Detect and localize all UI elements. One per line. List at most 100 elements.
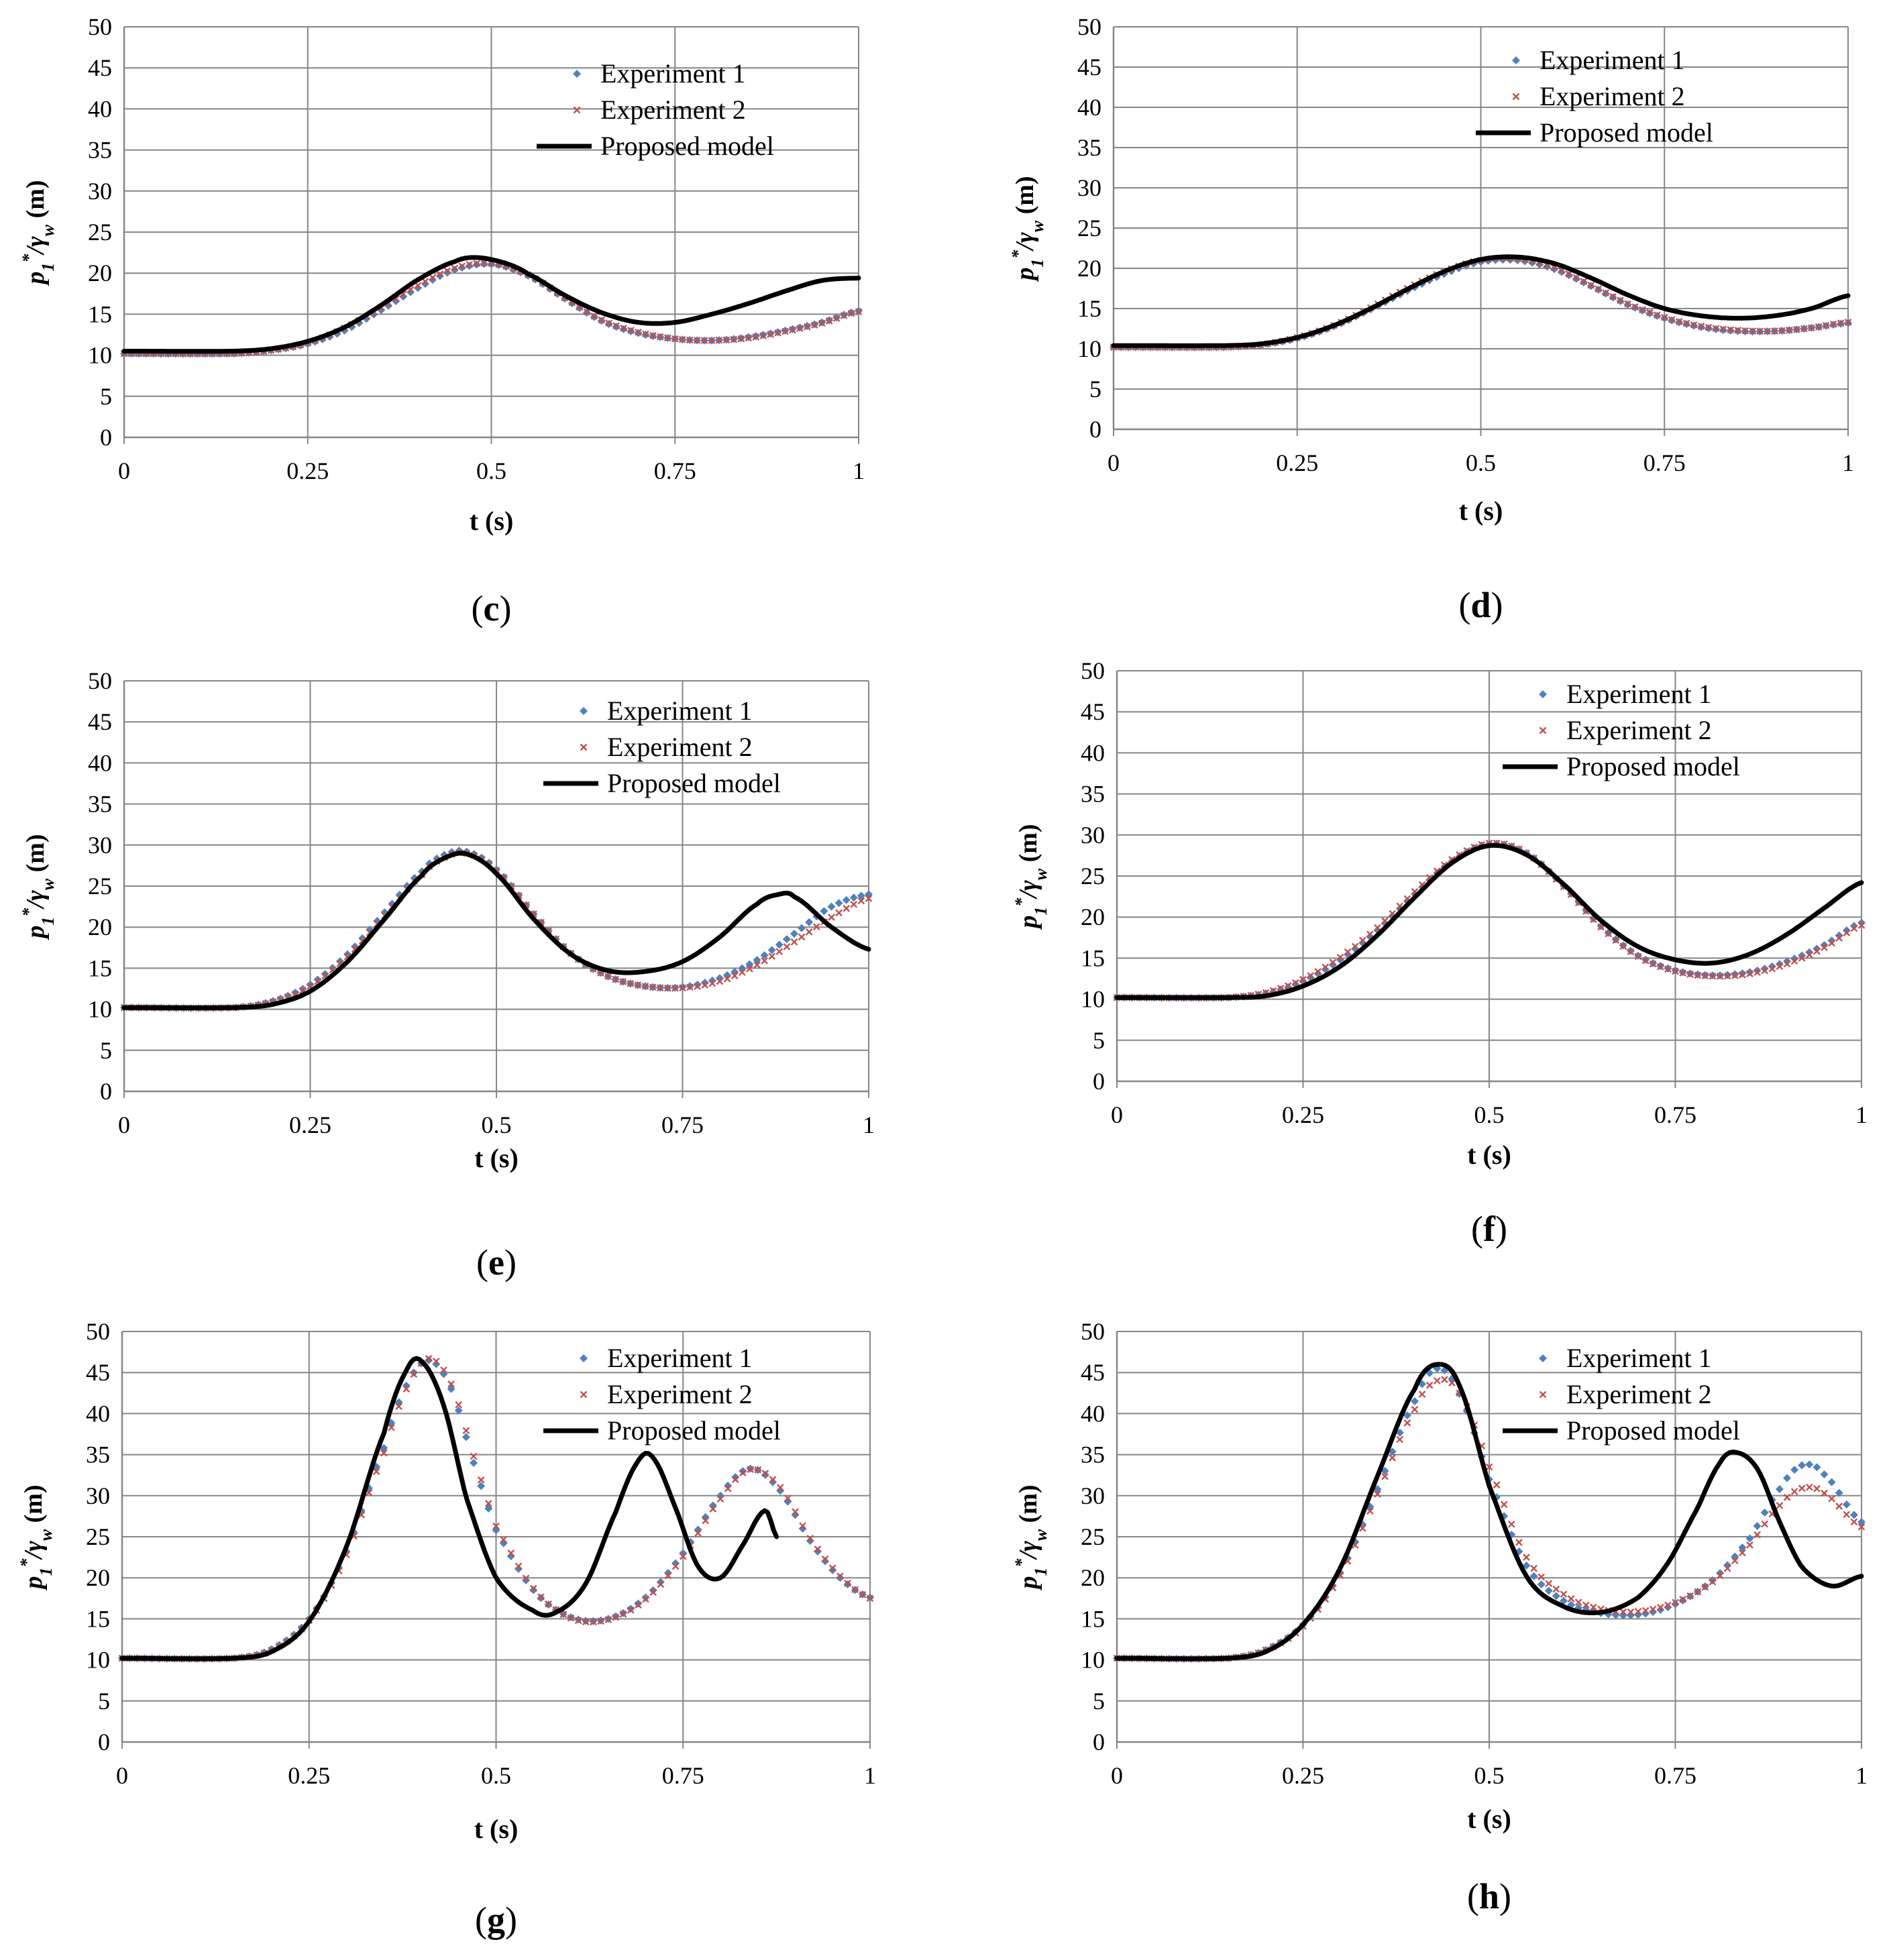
experiment-1-point — [686, 982, 694, 991]
experiment-2-point — [1807, 324, 1815, 332]
experiment-1-point — [828, 1566, 837, 1574]
experiment-2-point — [1679, 1595, 1686, 1603]
experiment-1-point — [1716, 1569, 1725, 1578]
experiment-2-point — [1800, 325, 1808, 333]
legend-experiment-1-label: Experiment 1 — [1540, 45, 1685, 75]
panel-label: (e) — [476, 1242, 517, 1283]
experiment-2-point — [724, 1484, 732, 1492]
experiment-2-point — [708, 979, 716, 987]
x-tick-label: 1 — [1855, 1101, 1868, 1128]
experiment-1-point — [1425, 1368, 1434, 1377]
experiment-1-point — [761, 1470, 769, 1479]
experiment-2-point — [380, 1449, 388, 1457]
experiment-2-point — [1709, 972, 1717, 980]
y-tick-label: 10 — [1077, 335, 1101, 362]
experiment-2-point — [836, 1572, 844, 1580]
proposed-model-line — [1114, 1362, 1864, 1662]
experiment-2-point — [761, 1470, 769, 1477]
legend: Experiment 1 Experiment 2 Proposed model — [537, 58, 774, 161]
experiment-2-point — [1292, 979, 1299, 987]
panel-label: (d) — [1458, 585, 1503, 625]
experiment-2-point — [1716, 973, 1724, 980]
experiment-2-point — [722, 336, 731, 344]
experiment-2-point — [1314, 968, 1322, 975]
panel-label: (c) — [472, 588, 512, 629]
x-tick-label: 0 — [118, 457, 130, 484]
y-tick-label: 20 — [1081, 904, 1105, 930]
experiment-2-point — [671, 335, 679, 343]
x-tick-label: 1 — [864, 1762, 876, 1789]
experiment-2-point — [1523, 1554, 1530, 1561]
experiment-1-point — [1745, 968, 1754, 977]
experiment-2-point — [768, 952, 776, 960]
experiment-1-point — [454, 1406, 463, 1415]
experiment-2-point — [1686, 971, 1694, 978]
experiment-1-point — [1805, 948, 1814, 957]
experiment-2-point — [470, 1452, 478, 1460]
experiment-1-point — [700, 979, 709, 987]
experiment-2-point — [1768, 965, 1776, 973]
experiment-2-point — [529, 1584, 537, 1592]
experiment-2-point — [1739, 1549, 1746, 1557]
experiment-1-point — [1664, 1603, 1672, 1612]
experiment-2-point — [1664, 1601, 1672, 1609]
experiment-2-point — [440, 1366, 447, 1374]
experiment-2-point — [1441, 1376, 1448, 1383]
experiment-2-point — [372, 1468, 380, 1476]
experiment-2-point — [855, 308, 863, 316]
experiment-1-point — [1515, 1547, 1523, 1556]
experiment-2-point — [1723, 972, 1731, 980]
experiment-1-point — [1827, 936, 1836, 945]
experiment-2-point — [627, 1606, 635, 1614]
experiment-1-point — [782, 935, 791, 944]
experiment-2-point — [1560, 1590, 1568, 1598]
experiment-2-point — [810, 321, 818, 329]
experiment-1-point — [671, 1559, 680, 1568]
x-tick-label: 0.75 — [1654, 1762, 1696, 1789]
y-tick-label: 0 — [1093, 1068, 1105, 1095]
experiment-1-point — [529, 1586, 538, 1594]
y-tick-label: 30 — [88, 178, 112, 205]
experiment-2-point — [462, 1427, 470, 1435]
experiment-2-point — [1602, 289, 1609, 296]
experiment-2-point — [843, 904, 851, 912]
experiment-2-point — [620, 324, 627, 332]
experiment-2-point — [388, 1423, 395, 1431]
experiment-1-point — [522, 1576, 531, 1584]
experiment-1-point — [1857, 1517, 1866, 1526]
experiment-1-point — [1798, 951, 1806, 960]
experiment-2-point — [678, 335, 686, 343]
experiment-1-point — [1358, 938, 1367, 947]
y-tick-label: 20 — [1077, 255, 1101, 282]
experiment-1-point — [1753, 966, 1762, 975]
experiment-1-point — [328, 963, 337, 972]
experiment-2-point — [657, 333, 664, 341]
y-tick-label: 0 — [98, 1729, 110, 1755]
experiment-2-point — [1850, 1518, 1858, 1526]
experiment-1-point — [656, 1578, 665, 1586]
y-tick-label: 30 — [1081, 822, 1105, 849]
experiment-2-point — [657, 1580, 665, 1588]
experiment-2-point — [799, 1522, 806, 1530]
experiment-1-point — [1775, 960, 1784, 969]
experiment-2-point — [730, 335, 738, 343]
experiment-2-point — [1690, 321, 1698, 329]
y-tick-label: 5 — [1093, 1688, 1105, 1714]
experiment-2-point — [421, 278, 429, 286]
experiment-1-point — [443, 268, 451, 277]
experiment-2-point — [627, 327, 635, 334]
experiment-2-point — [485, 1500, 492, 1507]
experiment-2-point — [737, 335, 745, 343]
experiment-2-point — [1374, 924, 1381, 932]
x-tick-label: 0.75 — [662, 1762, 704, 1789]
experiment-1-point — [1328, 961, 1337, 969]
experiment-2-point — [1756, 327, 1764, 335]
experiment-1-point — [1336, 955, 1344, 964]
legend: Experiment 1 Experiment 2 Proposed model — [1503, 679, 1740, 781]
experiment-2-point — [1653, 311, 1661, 319]
y-tick-label: 50 — [1081, 1318, 1105, 1345]
experiment-1-point — [343, 950, 352, 959]
experiment-2-point — [781, 327, 789, 335]
experiment-2-point — [850, 900, 858, 908]
experiment-2-point — [701, 981, 709, 989]
